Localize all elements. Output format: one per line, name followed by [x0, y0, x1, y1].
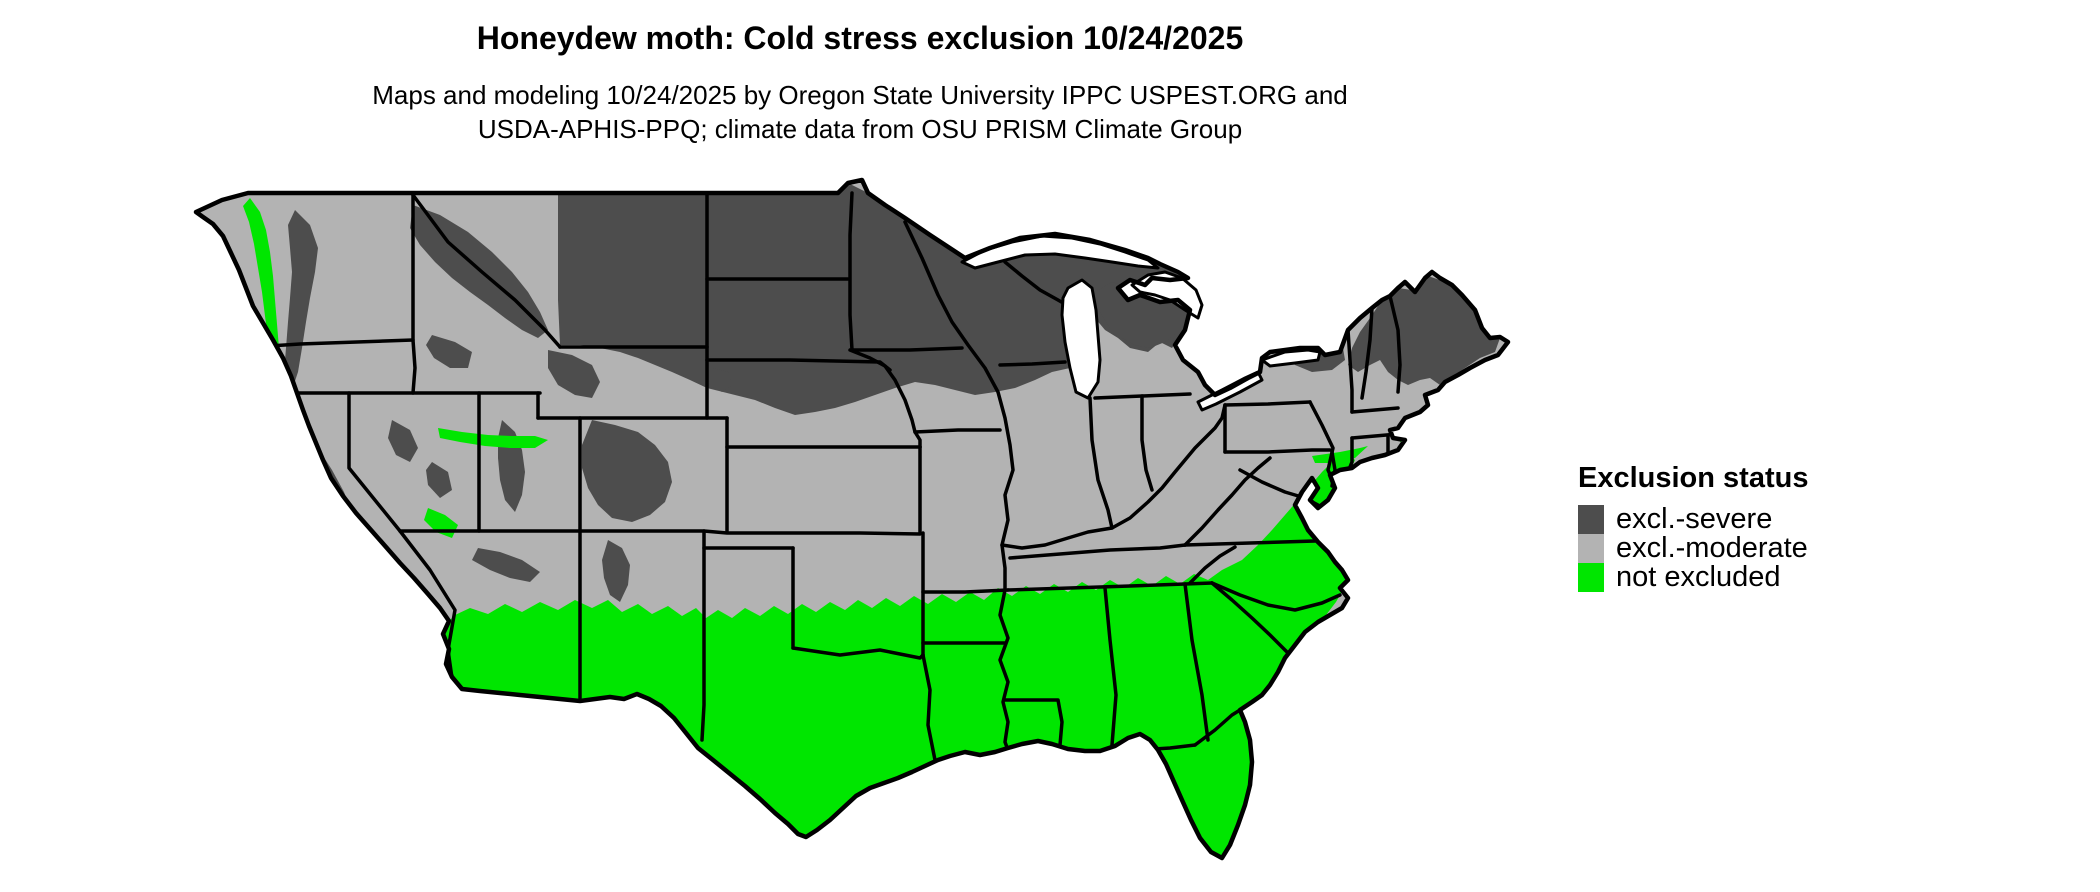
- state-border: [1210, 581, 1342, 612]
- region-severe: [582, 420, 672, 522]
- state-border: [1350, 406, 1400, 414]
- not-excluded-swatch-icon: [1578, 563, 1604, 592]
- state-border: [1183, 582, 1210, 742]
- state-border: [411, 193, 417, 395]
- state-border: [1140, 394, 1154, 492]
- state-border: [998, 360, 1067, 367]
- state-border: [1003, 698, 1064, 747]
- region-severe: [708, 368, 732, 392]
- legend-item-moderate: excl.-moderate: [1578, 534, 1808, 563]
- state-border: [921, 588, 1010, 594]
- legend: Exclusion status excl.-severe excl.-mode…: [1578, 462, 1808, 592]
- state-border: [1000, 403, 1227, 550]
- state-border: [791, 646, 925, 660]
- legend-label-not-excluded: not excluded: [1616, 561, 1781, 593]
- conus-outline: [193, 177, 1511, 861]
- region-severe: [426, 462, 452, 498]
- state-border: [848, 348, 922, 449]
- state-border: [1223, 448, 1332, 454]
- region-not-excluded: [438, 428, 548, 448]
- state-border: [1008, 543, 1187, 560]
- region-severe: [472, 548, 540, 582]
- state-border: [700, 529, 706, 742]
- state-border: [850, 346, 964, 352]
- region-not-excluded: [1312, 446, 1368, 463]
- region-severe: [388, 420, 418, 462]
- legend-label-moderate: excl.-moderate: [1616, 532, 1808, 564]
- state-border: [903, 220, 1015, 752]
- map-attribution: Maps and modeling 10/24/2025 by Oregon S…: [0, 78, 1720, 146]
- state-border: [848, 191, 854, 352]
- severe-swatch-icon: [1578, 505, 1604, 534]
- attribution-line-2: USDA-APHIS-PPQ; climate data from OSU PR…: [477, 114, 1243, 144]
- great-lake: [1060, 278, 1102, 400]
- state-border: [1006, 581, 1214, 592]
- legend-title: Exclusion status: [1578, 462, 1809, 494]
- state-border: [1103, 586, 1118, 747]
- state-border: [913, 428, 1002, 434]
- state-border: [1183, 456, 1272, 547]
- region-not-excluded: [442, 452, 1355, 858]
- state-border: [398, 529, 922, 536]
- state-border: [1188, 545, 1237, 585]
- state-border: [1210, 581, 1297, 662]
- state-border: [1388, 294, 1402, 394]
- state-border: [1223, 400, 1312, 407]
- state-border: [411, 193, 562, 349]
- state-border: [921, 653, 937, 762]
- state-border: [1193, 708, 1242, 747]
- moderate-swatch-icon: [1578, 534, 1604, 563]
- attribution-line-1: Maps and modeling 10/24/2025 by Oregon S…: [372, 80, 1348, 110]
- state-border: [1346, 328, 1354, 414]
- state-border: [1386, 434, 1392, 467]
- state-border: [1360, 306, 1374, 400]
- legend-item-severe: excl.-severe: [1578, 505, 1808, 534]
- map-title: Honeydew moth: Cold stress exclusion 10/…: [476, 20, 1244, 56]
- legend-item-not-excluded: not excluded: [1578, 563, 1808, 592]
- legend-label-severe: excl.-severe: [1616, 503, 1773, 535]
- map-layers: [196, 180, 1508, 858]
- state-border: [1088, 396, 1114, 530]
- region-severe: [548, 350, 600, 398]
- region-severe: [426, 335, 472, 368]
- region-severe: [602, 540, 630, 602]
- region-severe: [1348, 276, 1500, 385]
